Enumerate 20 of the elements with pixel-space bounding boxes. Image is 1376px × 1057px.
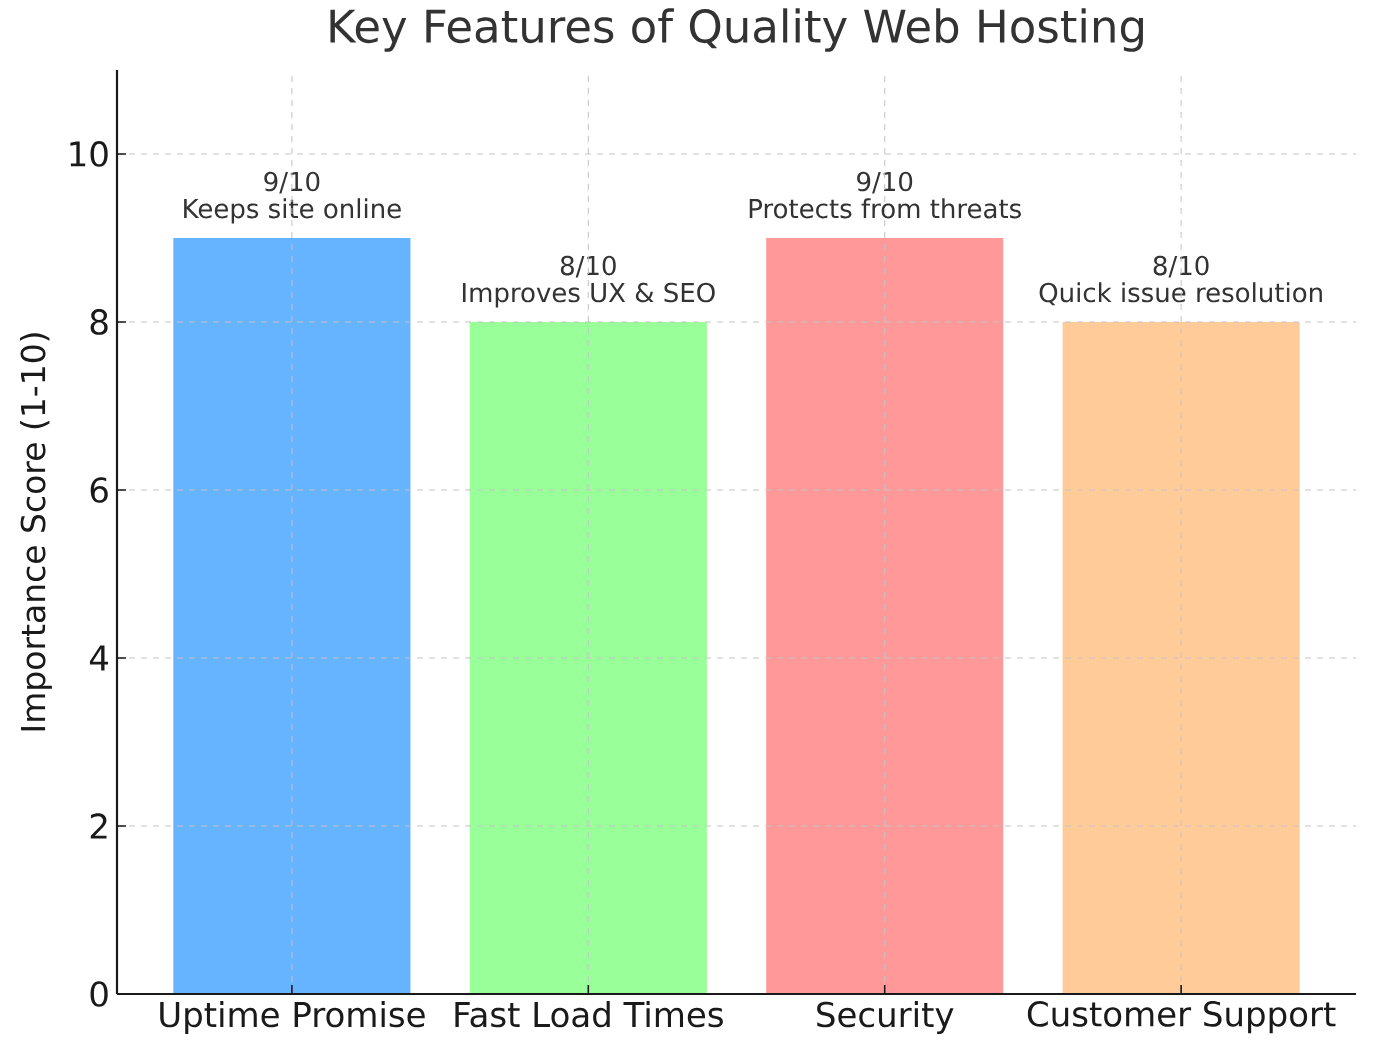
y-tick-label: 2 (90, 813, 107, 839)
annotation: 8/10 (560, 255, 616, 278)
y-axis-title: Importance Score (1-10) (20, 333, 52, 731)
annotation: Quick issue resolution (1039, 282, 1322, 306)
x-tick-label: Fast Load Times (455, 1001, 723, 1028)
x-tick-label: Security (817, 1001, 954, 1034)
annotation: 9/10 (264, 171, 320, 194)
annotation: 9/10 (857, 171, 913, 194)
y-tick-label: 8 (90, 309, 108, 335)
chart-title: Key Features of Quality Web Hosting (330, 8, 1143, 52)
y-tick-label: 0 (90, 981, 108, 1007)
y-tick-label: 10 (70, 141, 108, 167)
annotation: Keeps site online (184, 198, 401, 224)
y-tick-label: 6 (90, 477, 108, 503)
y-tick-label: 4 (89, 645, 109, 671)
annotation: Protects from threats (749, 198, 1021, 219)
x-tick-label: Uptime Promise (160, 1001, 425, 1034)
annotation: 8/10 (1153, 255, 1209, 278)
x-tick-label: Customer Support (1027, 1001, 1336, 1034)
annotation: Improves UX & SEO (462, 282, 715, 308)
